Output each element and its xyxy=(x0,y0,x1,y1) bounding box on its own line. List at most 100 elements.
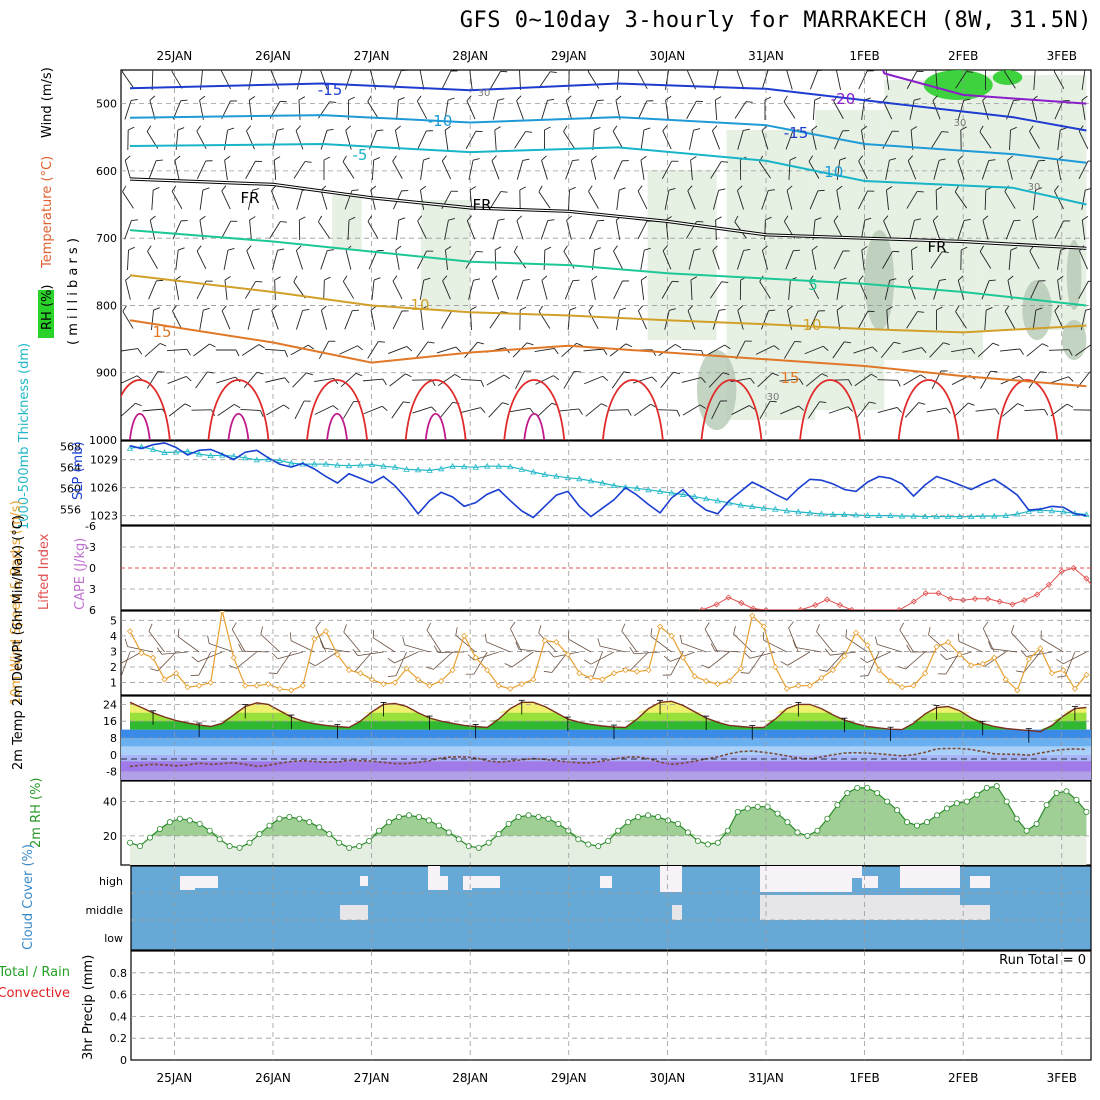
surface-wind-barb xyxy=(231,622,246,653)
surface-wind-barb xyxy=(701,651,730,669)
wind-marker xyxy=(726,677,733,685)
wind-barb xyxy=(1002,403,1024,417)
surface-wind-barb xyxy=(597,638,626,653)
wind-barb xyxy=(538,71,557,89)
wind-barb xyxy=(339,345,364,355)
wind-barb xyxy=(391,401,410,419)
wind-barb xyxy=(243,371,264,388)
surface-wind-barbs xyxy=(121,621,1087,679)
li-marker xyxy=(1034,591,1041,598)
wind-barb xyxy=(295,245,304,270)
wind-barb xyxy=(392,155,403,179)
isotherm--15 xyxy=(129,82,1087,132)
contour-label: -10 xyxy=(819,163,844,181)
wind-barb xyxy=(957,219,971,240)
rh-marker xyxy=(156,826,163,833)
contour-label: -10 xyxy=(428,112,453,130)
surface-wind-barb xyxy=(121,651,131,679)
run-total: Run Total = 0 xyxy=(999,953,1086,968)
rh-marker xyxy=(127,839,134,846)
surface-warm-contour xyxy=(404,379,467,440)
wind-barb xyxy=(510,407,535,414)
temp-band xyxy=(121,746,1091,755)
wind-marker xyxy=(656,623,664,630)
tick-label: 5 xyxy=(110,614,117,627)
thickness-marker xyxy=(368,461,376,468)
rh-marker xyxy=(425,817,432,824)
wind-marker xyxy=(945,639,952,646)
surface-wind-barb xyxy=(515,641,545,653)
top-date-label: 31JAN xyxy=(748,49,784,63)
wind-barb xyxy=(861,245,868,270)
surface-wind-barb xyxy=(190,651,212,676)
surface-wind-barb xyxy=(1020,650,1052,657)
cloud-clear-high xyxy=(440,876,448,890)
rh-marker xyxy=(376,827,383,834)
pressure-tick-label: 500 xyxy=(96,98,117,111)
wind-marker xyxy=(668,632,675,639)
rh-marker xyxy=(874,790,881,797)
surface-wind-barb xyxy=(387,651,407,677)
li-marker xyxy=(824,596,831,603)
tick-label: 2 xyxy=(110,661,117,674)
cloud-clear-high xyxy=(600,876,612,888)
li-marker xyxy=(922,590,929,597)
wind-barb xyxy=(929,342,950,358)
surface-wind-barb xyxy=(780,651,811,666)
rh-marker xyxy=(146,834,153,841)
wind-barb xyxy=(221,305,231,330)
wind-barb xyxy=(371,277,381,300)
wind-barb xyxy=(981,159,996,180)
wind-marker xyxy=(1037,645,1044,652)
temperature-axis: -8 0 8 16 24 xyxy=(103,698,117,778)
wind-barb xyxy=(764,96,772,120)
wind-marker xyxy=(737,665,744,672)
wind-barb xyxy=(662,125,672,150)
surface-wind-barb xyxy=(150,651,177,672)
tick-label: 40 xyxy=(103,796,117,809)
wind-barb xyxy=(708,372,730,388)
rh-marker xyxy=(834,802,841,809)
rh-marker xyxy=(236,844,243,851)
bottom-date-label: 1FEB xyxy=(849,1071,879,1085)
rh-marker xyxy=(495,831,502,838)
wind-marker xyxy=(887,677,894,685)
rh-marker xyxy=(415,814,422,821)
wind-barb xyxy=(367,95,379,119)
surface-wind-barb xyxy=(372,629,396,653)
tick-label: 556 xyxy=(60,503,81,516)
wind-barb xyxy=(167,375,192,385)
li-marker xyxy=(738,599,745,607)
wind-barb xyxy=(783,340,802,359)
wind-barb xyxy=(419,185,427,210)
wind-barb xyxy=(220,220,238,240)
temp-fill xyxy=(130,701,1087,722)
wind-barb xyxy=(737,305,744,330)
wind-barb xyxy=(519,186,526,211)
wind-barb xyxy=(1081,215,1089,240)
wind-marker xyxy=(795,682,802,689)
millibars-label: ( m i l l i b a r s ) xyxy=(66,238,81,345)
wind-barb xyxy=(664,187,676,210)
thickness-marker xyxy=(449,462,456,469)
temp-label: Temperature (°C) xyxy=(40,156,55,269)
wind-barb xyxy=(247,188,260,210)
wind-barb xyxy=(340,372,363,388)
wind-barb xyxy=(468,278,481,300)
tick-label: -3 xyxy=(85,541,96,554)
wind-barb xyxy=(151,187,160,211)
wind-barb xyxy=(585,403,608,417)
wind-barb xyxy=(124,99,138,120)
contour-label: 5 xyxy=(808,276,818,294)
wind-barb xyxy=(909,98,921,120)
rh-marker xyxy=(655,814,662,821)
rh-marker xyxy=(366,838,373,845)
thickness-marker xyxy=(437,465,445,472)
wind-barb xyxy=(911,246,918,271)
temp-band xyxy=(121,771,1091,780)
thickness-marker xyxy=(345,462,353,469)
wind-barb xyxy=(584,375,609,385)
top-date-label: 1FEB xyxy=(849,49,879,63)
wind-barb xyxy=(1078,160,1091,180)
rh-marker xyxy=(505,820,512,827)
